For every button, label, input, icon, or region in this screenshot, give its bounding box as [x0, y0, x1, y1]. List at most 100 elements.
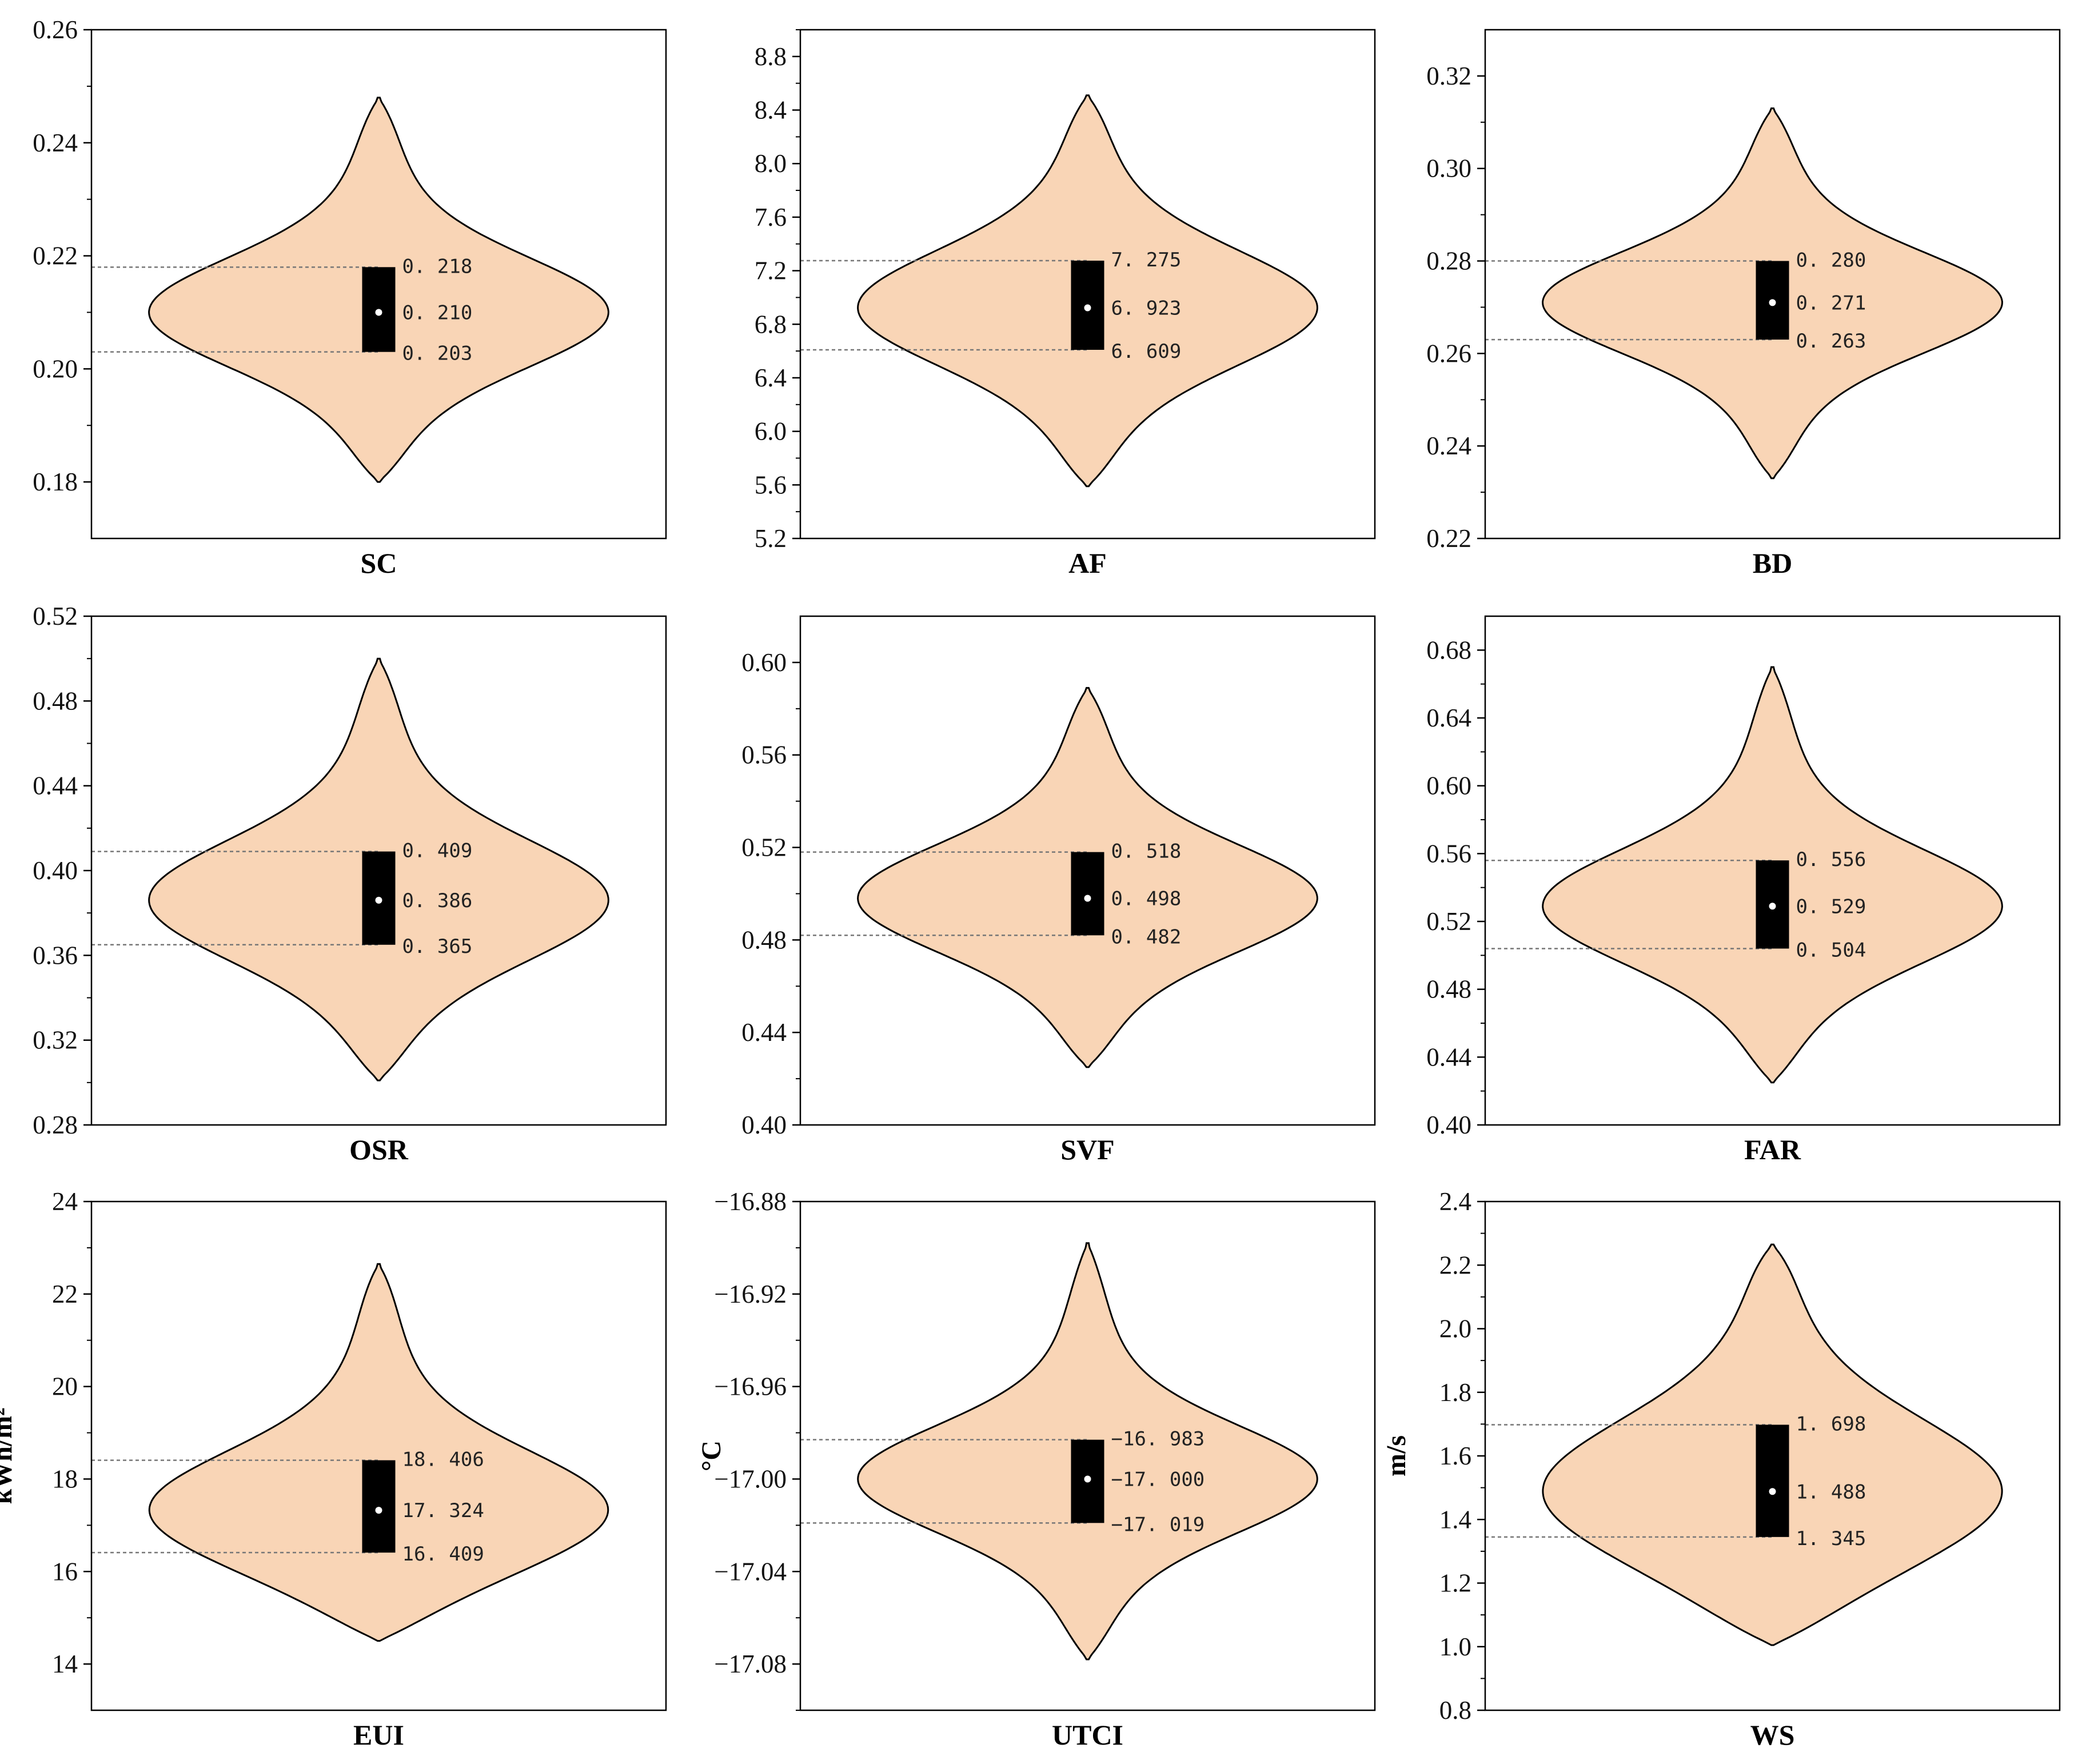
y-tick-label: 0.60	[741, 648, 787, 677]
q1-label: 0. 365	[402, 935, 473, 958]
median-label: −17. 000	[1111, 1468, 1205, 1491]
y-tick-label: 0.26	[33, 15, 78, 44]
y-tick-label: 0.52	[1426, 907, 1471, 936]
y-tick-label: 1.2	[1439, 1569, 1471, 1598]
y-tick-label: 0.26	[1426, 339, 1471, 368]
q3-label: 0. 518	[1111, 840, 1182, 863]
y-tick-label: 0.22	[1426, 524, 1471, 553]
y-tick-label: 1.8	[1439, 1378, 1471, 1407]
y-tick-label: 2.0	[1439, 1315, 1471, 1343]
q3-label: 18. 406	[402, 1448, 484, 1471]
x-axis-label: EUI	[353, 1719, 404, 1751]
median-label: 0. 210	[402, 301, 473, 324]
q1-label: 1. 345	[1796, 1527, 1866, 1550]
median-dot	[375, 1507, 382, 1514]
y-tick-label: 16	[52, 1557, 78, 1586]
iqr-box	[362, 1460, 396, 1553]
y-tick-label: 0.28	[1426, 247, 1471, 276]
y-tick-label: 22	[52, 1280, 78, 1308]
q1-label: 16. 409	[402, 1543, 484, 1566]
y-tick-label: 5.2	[755, 524, 787, 553]
q3-label: 0. 556	[1796, 848, 1866, 871]
y-tick-label: 0.24	[33, 129, 78, 157]
x-axis-label: AF	[1068, 547, 1107, 579]
x-axis-label: SC	[361, 547, 397, 579]
q1-label: 0. 203	[402, 342, 473, 365]
x-axis-label: UTCI	[1052, 1719, 1123, 1751]
q3-label: 7. 275	[1111, 249, 1182, 272]
y-tick-label: −17.00	[714, 1464, 787, 1493]
y-tick-label: 0.8	[1439, 1696, 1471, 1725]
y-tick-label: 0.40	[1426, 1111, 1471, 1139]
y-tick-label: 18	[52, 1464, 78, 1493]
median-dot	[1084, 304, 1091, 312]
y-tick-label: 0.24	[1426, 432, 1471, 460]
y-tick-label: 20	[52, 1372, 78, 1401]
y-tick-label: 0.52	[33, 602, 78, 630]
y-tick-label: 0.68	[1426, 636, 1471, 664]
y-tick-label: −16.92	[714, 1280, 787, 1308]
median-label: 0. 498	[1111, 888, 1182, 911]
x-axis-label: OSR	[349, 1134, 409, 1166]
plot-frame	[1484, 29, 2061, 540]
violin-panel-sc: 0. 218 0. 210 0. 203 0.18 0.20 0.22 0.24 0.26 SC	[33, 15, 667, 579]
y-tick-label: 8.0	[755, 149, 787, 178]
q3-label: 0. 409	[402, 840, 473, 863]
y-tick-label: 2.2	[1439, 1251, 1471, 1279]
violin-panel-bd: 0. 280 0. 271 0. 263 0.22 0.24 0.26 0.28 0.30 0.…	[1426, 29, 2061, 579]
y-tick-label: −16.96	[714, 1372, 787, 1401]
median-label: 17. 324	[402, 1499, 484, 1522]
median-label: 1. 488	[1796, 1480, 1866, 1503]
median-label: 6. 923	[1111, 297, 1182, 320]
plot-frame	[90, 1200, 667, 1711]
x-axis-label: BD	[1753, 547, 1792, 579]
median-dot	[375, 309, 382, 316]
plot-frame	[90, 29, 667, 540]
y-axis-label: kWh/m²	[0, 1407, 18, 1504]
q3-label: −16. 983	[1111, 1428, 1205, 1451]
q1-label: 0. 482	[1111, 925, 1182, 948]
violin-panel-far: 0. 556 0. 529 0. 504 0.40 0.44 0.48 0.52 0.56 0.…	[1426, 615, 2061, 1166]
y-tick-label: 0.52	[741, 833, 787, 862]
y-tick-label: 0.22	[33, 242, 78, 270]
median-dot	[1769, 1488, 1776, 1495]
y-tick-label: −17.08	[714, 1650, 787, 1678]
y-tick-label: 6.4	[755, 364, 787, 392]
plot-frame	[799, 1200, 1376, 1711]
y-tick-label: 0.56	[741, 741, 787, 769]
y-tick-label: 0.44	[33, 772, 78, 800]
y-tick-label: 24	[52, 1187, 78, 1216]
violin-panel-utci: −16. 983 −17. 000 −17. 019 −17.08 −17.04 −17.…	[696, 1187, 1376, 1751]
q1-label: 0. 504	[1796, 939, 1866, 961]
x-axis-label: FAR	[1744, 1134, 1801, 1166]
y-tick-label: 0.32	[1426, 62, 1471, 90]
violin-body	[148, 1263, 609, 1642]
plot-frame	[799, 615, 1376, 1126]
y-tick-label: 0.20	[33, 354, 78, 383]
y-tick-label: 1.6	[1439, 1442, 1471, 1470]
y-tick-label: 6.8	[755, 310, 787, 338]
q1-label: −17. 019	[1111, 1513, 1205, 1536]
y-tick-label: 7.6	[755, 203, 787, 232]
q3-label: 0. 280	[1796, 249, 1866, 272]
y-tick-label: 0.44	[1426, 1043, 1471, 1071]
y-tick-label: 0.48	[33, 687, 78, 715]
y-tick-label: 0.56	[1426, 839, 1471, 868]
q3-label: 1. 698	[1796, 1412, 1866, 1435]
x-axis-label: WS	[1750, 1719, 1795, 1751]
y-tick-label: 0.44	[741, 1018, 787, 1047]
x-axis-label: SVF	[1060, 1134, 1114, 1166]
plot-frame	[799, 29, 1376, 540]
median-dot	[1084, 895, 1091, 902]
y-tick-label: 1.4	[1439, 1505, 1471, 1534]
y-tick-label: 0.60	[1426, 772, 1471, 800]
y-tick-label: 8.8	[755, 42, 787, 71]
y-tick-label: 0.64	[1426, 704, 1471, 732]
y-tick-label: 2.4	[1439, 1187, 1471, 1216]
q1-label: 6. 609	[1111, 340, 1182, 363]
median-label: 0. 529	[1796, 895, 1866, 918]
violin-panel-eui: 18. 406 17. 324 16. 409 14 16 18 20 22 24 EUI kWh/…	[0, 1187, 667, 1751]
plot-frame	[1484, 615, 2061, 1126]
median-dot	[1084, 1475, 1091, 1483]
